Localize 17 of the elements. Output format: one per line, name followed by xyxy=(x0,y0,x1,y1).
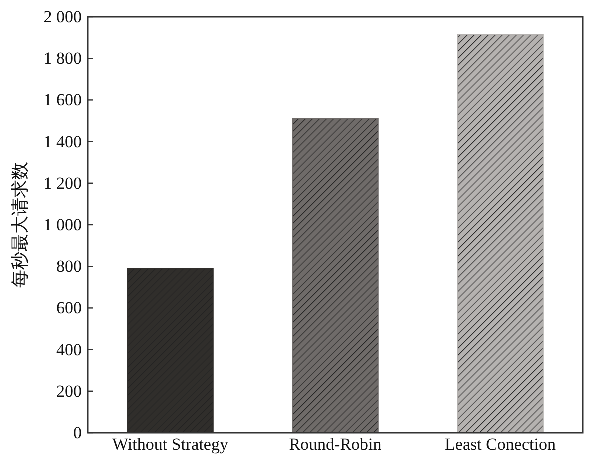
bar xyxy=(457,34,544,434)
y-tick-label: 2 000 xyxy=(44,8,82,26)
x-tick-label: Without Strategy xyxy=(112,435,229,454)
x-tick-label: Round-Robin xyxy=(289,435,382,454)
y-tick-label: 1 600 xyxy=(44,90,82,110)
y-tick-label: 400 xyxy=(56,340,82,360)
y-tick-label: 0 xyxy=(74,424,82,442)
y-tick-label: 200 xyxy=(56,382,82,401)
bar xyxy=(292,118,379,434)
y-tick-label: 800 xyxy=(56,257,82,276)
y-tick-label: 1 000 xyxy=(44,216,82,234)
y-tick-label: 1 800 xyxy=(44,49,82,68)
x-tick-label: Least Conection xyxy=(445,435,556,454)
y-axis-title: 每秒最大请求数 xyxy=(10,162,30,288)
y-tick-label: 1 200 xyxy=(44,174,82,193)
y-tick-label: 1 400 xyxy=(44,132,82,152)
y-tick-label: 600 xyxy=(56,298,82,318)
